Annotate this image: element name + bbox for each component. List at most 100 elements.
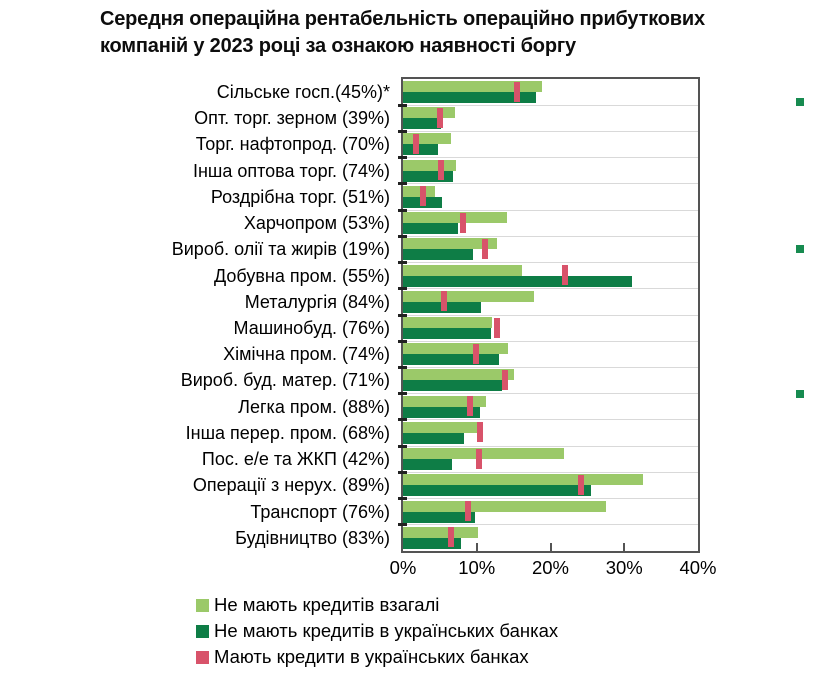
bar-no-loans-at-all bbox=[403, 159, 457, 171]
category-label: Машинобуд. (76%) bbox=[233, 318, 391, 338]
x-axis-tick-label: 30% bbox=[605, 557, 643, 578]
category-label: Сільське госп.(45%)* bbox=[216, 82, 390, 102]
x-axis-tick-label: 20% bbox=[531, 557, 570, 578]
bar-no-loans-at-all bbox=[403, 264, 523, 276]
category-label: Пос. е/е та ЖКП (42%) bbox=[201, 449, 390, 470]
legend-label: Мають кредити в українських банках bbox=[214, 646, 529, 667]
legend-swatch-icon bbox=[196, 650, 209, 664]
category-separator-gridline bbox=[403, 366, 698, 368]
bar-no-loans-at-all bbox=[403, 212, 507, 224]
bar-no-loans-in-ukrainian-banks bbox=[403, 223, 459, 235]
x-axis-tick bbox=[623, 543, 626, 551]
category-axis-tick bbox=[398, 103, 407, 107]
bar-no-loans-at-all bbox=[403, 81, 542, 92]
bar-no-loans-in-ukrainian-banks bbox=[403, 380, 502, 392]
category-axis-tick bbox=[398, 470, 407, 474]
green-square-bullet-icon bbox=[796, 390, 804, 398]
bar-no-loans-at-all bbox=[403, 317, 493, 328]
category-separator-gridline bbox=[403, 130, 698, 132]
category-axis-tick bbox=[398, 339, 407, 343]
bar-no-loans-in-ukrainian-banks bbox=[403, 170, 454, 182]
green-square-bullet-icon bbox=[796, 245, 804, 253]
bar-no-loans-in-ukrainian-banks bbox=[403, 511, 475, 523]
bar-no-loans-in-ukrainian-banks bbox=[403, 275, 633, 287]
bar-no-loans-in-ukrainian-banks bbox=[403, 118, 441, 130]
marker-has-loans-in-ukrainian-banks bbox=[501, 369, 508, 390]
bar-no-loans-at-all bbox=[403, 238, 498, 250]
bar-no-loans-at-all bbox=[403, 343, 508, 355]
marker-has-loans-in-ukrainian-banks bbox=[475, 448, 482, 469]
marker-has-loans-in-ukrainian-banks bbox=[447, 527, 454, 548]
bar-no-loans-in-ukrainian-banks bbox=[403, 537, 462, 549]
marker-has-loans-in-ukrainian-banks bbox=[494, 317, 501, 338]
category-axis-tick bbox=[398, 392, 407, 396]
category-axis-tick bbox=[398, 523, 407, 527]
legend-item: Не мають кредитів в українських банках bbox=[196, 618, 558, 644]
legend-item: Мають кредити в українських банках bbox=[196, 644, 558, 670]
marker-has-loans-in-ukrainian-banks bbox=[459, 212, 466, 233]
category-label: Транспорт (76%) bbox=[250, 501, 390, 522]
bar-no-loans-in-ukrainian-banks bbox=[403, 249, 474, 261]
bar-no-loans-at-all bbox=[403, 369, 515, 381]
marker-has-loans-in-ukrainian-banks bbox=[481, 238, 488, 259]
marker-has-loans-in-ukrainian-banks bbox=[467, 396, 474, 417]
category-label: Металургія (84%) bbox=[244, 291, 390, 312]
category-separator-gridline bbox=[403, 235, 698, 237]
bar-no-loans-in-ukrainian-banks bbox=[403, 485, 592, 497]
marker-has-loans-in-ukrainian-banks bbox=[578, 474, 585, 495]
bar-no-loans-at-all bbox=[403, 107, 455, 119]
category-separator-gridline bbox=[403, 393, 698, 395]
category-separator-gridline bbox=[403, 314, 698, 316]
legend-label: Не мають кредитів взагалі bbox=[214, 594, 440, 615]
category-label: Операції з нерух. (89%) bbox=[192, 475, 390, 496]
chart-title-line-1: Середня операційна рентабельність операц… bbox=[100, 8, 705, 30]
chart-legend: Не мають кредитів взагалі Не мають кредит… bbox=[196, 592, 558, 670]
category-axis-tick bbox=[398, 261, 407, 265]
category-axis-tick bbox=[398, 497, 407, 501]
x-axis-labels: 0% 10% 20% 30% 40% bbox=[0, 557, 831, 583]
bar-no-loans-at-all bbox=[403, 421, 477, 433]
category-axis-tick bbox=[398, 234, 407, 238]
legend-item: Не мають кредитів взагалі bbox=[196, 592, 558, 618]
category-label: Опт. торг. зерном (39%) bbox=[194, 108, 390, 129]
category-axis-tick bbox=[398, 418, 407, 422]
category-axis-tick bbox=[398, 129, 407, 133]
marker-has-loans-in-ukrainian-banks bbox=[476, 422, 483, 443]
bar-no-loans-in-ukrainian-banks bbox=[403, 459, 453, 471]
marker-has-loans-in-ukrainian-banks bbox=[412, 133, 419, 154]
category-separator-gridline bbox=[403, 104, 698, 106]
marker-has-loans-in-ukrainian-banks bbox=[561, 265, 568, 286]
marker-has-loans-in-ukrainian-banks bbox=[437, 160, 444, 181]
category-label: Торг. нафтопрод. (70%) bbox=[195, 134, 390, 155]
bar-no-loans-at-all bbox=[403, 474, 644, 486]
category-label: Добувна пром. (55%) bbox=[214, 265, 390, 286]
legend-swatch-icon bbox=[196, 598, 209, 612]
marker-has-loans-in-ukrainian-banks bbox=[441, 291, 448, 312]
marker-has-loans-in-ukrainian-banks bbox=[514, 81, 521, 102]
plot-area bbox=[398, 77, 700, 553]
bar-no-loans-in-ukrainian-banks bbox=[403, 354, 499, 366]
bar-no-loans-in-ukrainian-banks bbox=[403, 432, 465, 444]
bar-no-loans-in-ukrainian-banks bbox=[403, 406, 481, 418]
category-separator-gridline bbox=[403, 419, 698, 421]
legend-swatch-icon bbox=[196, 624, 209, 638]
category-separator-gridline bbox=[403, 183, 698, 185]
chart-title-line-2: компаній у 2023 році за ознакою наявност… bbox=[100, 34, 576, 57]
bar-no-loans-at-all bbox=[403, 526, 479, 538]
marker-has-loans-in-ukrainian-banks bbox=[473, 343, 479, 364]
category-label: Інша оптова торг. (74%) bbox=[192, 160, 390, 181]
green-square-bullet-icon bbox=[796, 98, 804, 106]
bar-no-loans-at-all bbox=[403, 133, 451, 145]
category-separator-gridline bbox=[403, 445, 698, 447]
legend-label: Не мають кредитів в українських банках bbox=[214, 620, 559, 641]
x-axis-tick bbox=[549, 543, 552, 551]
category-separator-gridline bbox=[403, 288, 698, 290]
category-separator-gridline bbox=[403, 471, 698, 473]
category-separator-gridline bbox=[403, 498, 698, 500]
bar-no-loans-at-all bbox=[403, 185, 436, 197]
category-separator-gridline bbox=[403, 157, 698, 159]
category-label: Харчопром (53%) bbox=[243, 213, 390, 234]
category-axis-tick bbox=[398, 287, 407, 291]
x-axis-tick-label: 0% bbox=[389, 557, 417, 578]
bar-no-loans-in-ukrainian-banks bbox=[403, 144, 439, 156]
